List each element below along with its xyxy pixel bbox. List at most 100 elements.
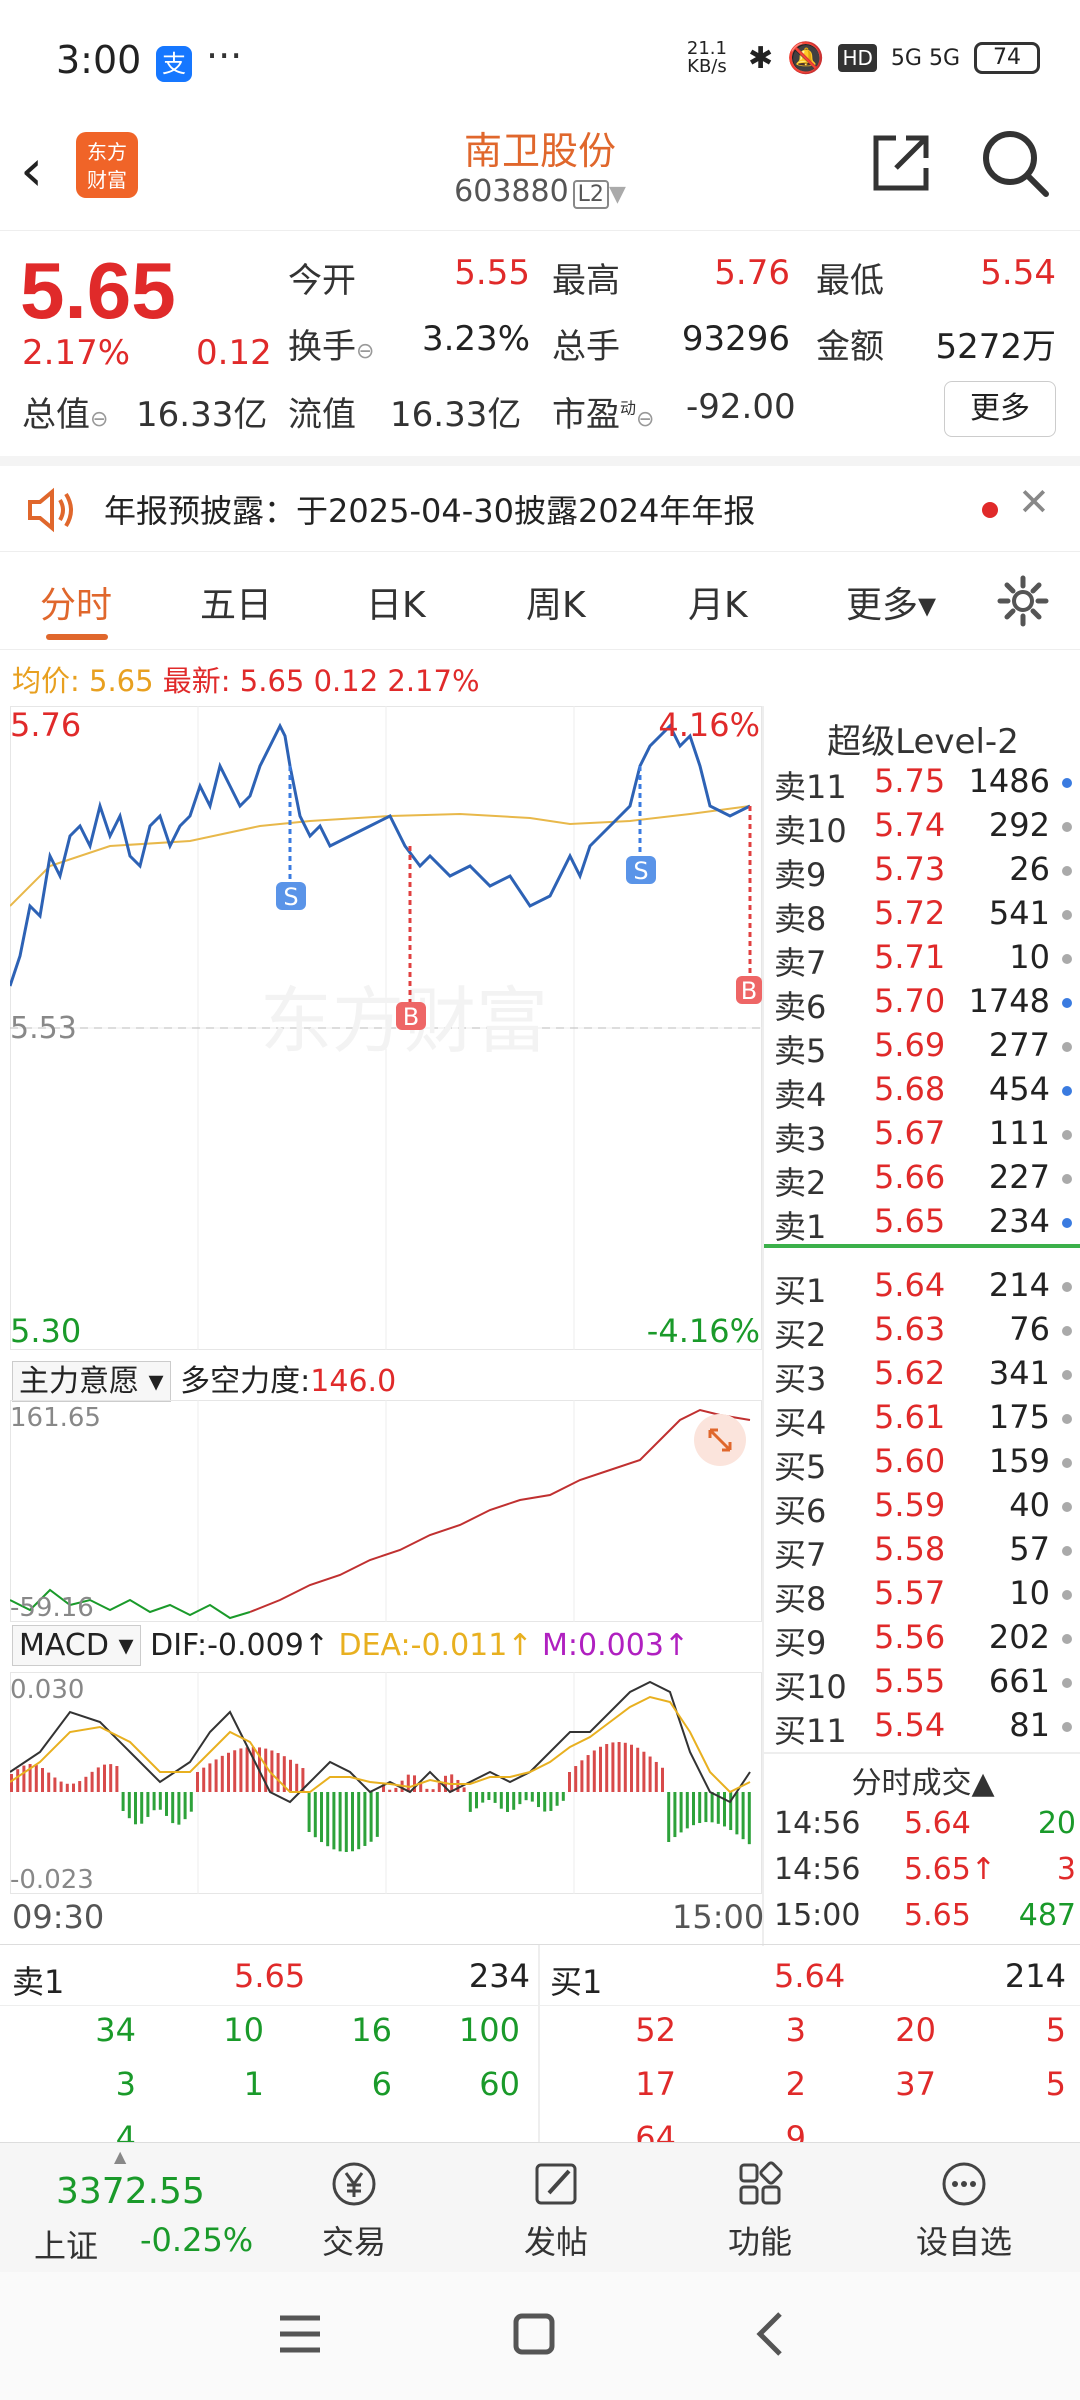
macd-chart[interactable]: 0.030 -0.023: [9, 1671, 763, 1895]
ask-row[interactable]: 卖3 5.67 111: [764, 1114, 1080, 1158]
macd-bar: [165, 1792, 168, 1816]
close-icon[interactable]: ✕: [1018, 480, 1050, 524]
menu-icon[interactable]: [276, 2312, 324, 2356]
pe-label[interactable]: 市盈动⊖: [552, 395, 655, 435]
nav-add-watchlist[interactable]: 设自选: [904, 2157, 1024, 2263]
edit-icon: [535, 2163, 577, 2205]
turnover-label[interactable]: 换手⊖: [288, 327, 375, 367]
ask-row[interactable]: 卖8 5.72 541: [764, 894, 1080, 938]
macd-bar: [530, 1792, 534, 1802]
bid-row[interactable]: 买3 5.62 341: [764, 1354, 1080, 1398]
tab-more[interactable]: 更多▾: [846, 585, 937, 626]
bid-row[interactable]: 买8 5.57 10: [764, 1574, 1080, 1618]
tick-time: 15:00: [774, 1898, 861, 1933]
ask-row[interactable]: 卖9 5.73 26: [764, 850, 1080, 894]
back-button[interactable]: ‹: [20, 136, 44, 204]
more-quote-button[interactable]: 更多: [944, 381, 1056, 437]
dif-line: [9, 1680, 751, 1804]
tab-intraday[interactable]: 分时: [40, 585, 113, 626]
nav-trade[interactable]: 交易: [294, 2157, 414, 2263]
chart-low-pct: -4.16%: [647, 1312, 760, 1350]
order-dot: [1062, 1678, 1072, 1688]
home-icon[interactable]: [512, 2312, 556, 2356]
sub-indicator-chart[interactable]: 161.65 -59.16: [9, 1399, 763, 1623]
macd-bar: [704, 1792, 708, 1823]
dea-line: [9, 1695, 751, 1794]
nav-functions[interactable]: 功能: [700, 2157, 820, 2263]
ask-queue-order: 6: [371, 2065, 392, 2103]
macd-bar: [90, 1771, 94, 1792]
macd-bar: [152, 1792, 156, 1811]
back-nav-icon[interactable]: [752, 2310, 786, 2358]
bid-row[interactable]: 买7 5.58 57: [764, 1530, 1080, 1574]
ask-volume: 454: [988, 1070, 1050, 1108]
depth-ask-label: 卖1: [12, 1963, 65, 2001]
ask-row[interactable]: 卖10 5.74 292: [764, 806, 1080, 850]
macd-bar: [630, 1744, 633, 1792]
macd-header: MACD ▾ DIF:-0.009↑ DEA:-0.011↑ M:0.003↑: [12, 1625, 689, 1666]
bid-row[interactable]: 买2 5.63 76: [764, 1310, 1080, 1354]
chevron-down-icon: ▼: [608, 182, 626, 207]
bid-level-label: 买6: [774, 1492, 827, 1530]
ask-row[interactable]: 卖11 5.75 1486: [764, 762, 1080, 806]
stock-code-row[interactable]: 603880 L2 ▼: [0, 174, 1080, 209]
nav-post[interactable]: 发帖: [496, 2157, 616, 2263]
order-dot: [1062, 1174, 1072, 1184]
bid-row[interactable]: 买5 5.60 159: [764, 1442, 1080, 1486]
bid-row[interactable]: 买4 5.61 175: [764, 1398, 1080, 1442]
yen-icon: [332, 2162, 376, 2206]
order-dot: [1062, 1086, 1072, 1096]
macd-select[interactable]: MACD ▾: [12, 1625, 141, 1666]
macd-bar: [109, 1764, 113, 1792]
tick-trades-header[interactable]: 分时成交▲: [851, 1766, 995, 1801]
tab-daily-k[interactable]: 日K: [366, 585, 426, 626]
bid-row[interactable]: 买9 5.56 202: [764, 1618, 1080, 1662]
status-right: 21.1 KB/s ✱ 🔕 HD 5G 5G 74: [680, 40, 1040, 76]
tab-weekly-k[interactable]: 周K: [526, 585, 586, 626]
stock-name[interactable]: 南卫股份: [463, 129, 616, 173]
macd-bar: [134, 1792, 137, 1825]
order-dot: [1062, 954, 1072, 964]
bid-volume: 57: [1009, 1530, 1050, 1568]
ask-row[interactable]: 卖1 5.65 234: [764, 1202, 1080, 1246]
macd-bar: [419, 1782, 423, 1792]
force-line-pos: [249, 1408, 751, 1613]
ask-row[interactable]: 卖7 5.71 10: [764, 938, 1080, 982]
bid-row[interactable]: 买10 5.55 661: [764, 1662, 1080, 1706]
macd-bar: [716, 1792, 720, 1824]
macd-bar: [10, 1774, 13, 1792]
bid-row[interactable]: 买11 5.54 81: [764, 1706, 1080, 1750]
bid-volume: 202: [988, 1618, 1050, 1656]
ask-row[interactable]: 卖2 5.66 227: [764, 1158, 1080, 1202]
share-button[interactable]: [866, 128, 936, 198]
tab-five-day[interactable]: 五日: [200, 585, 273, 626]
level2-orderbook[interactable]: 超级Level-2 卖11 5.75 1486 卖10 5.74 292 卖9 …: [762, 706, 1080, 1946]
macd-bar: [313, 1792, 317, 1838]
macd-bar: [127, 1792, 131, 1819]
macd-bar: [282, 1756, 286, 1792]
chart-tabs: 分时 五日 日K 周K 月K 更多▾: [0, 552, 1080, 650]
notice-bar[interactable]: 年报预披露：于2025-04-30披露2024年年报 ✕: [0, 456, 1080, 552]
index-ticker[interactable]: ▲ 3372.55 上证 -0.25%: [0, 2143, 253, 2273]
indicator-select[interactable]: 主力意愿 ▾: [12, 1361, 171, 1402]
ask-row[interactable]: 卖4 5.68 454: [764, 1070, 1080, 1114]
macd-max: 0.030: [10, 1675, 84, 1705]
nav-add-watchlist-label: 设自选: [915, 2223, 1012, 2261]
bid-queue-order: 37: [895, 2065, 936, 2103]
ask-row[interactable]: 卖5 5.69 277: [764, 1026, 1080, 1070]
mktcap-value: 16.33亿: [136, 395, 268, 435]
order-dot: [1062, 1414, 1072, 1424]
app-logo: 东方 财富: [76, 132, 138, 198]
bid-row[interactable]: 买1 5.64 214: [764, 1266, 1080, 1310]
settings-gear-icon[interactable]: [996, 574, 1050, 628]
search-button[interactable]: [978, 126, 1052, 200]
macd-dif: DIF:-0.009↑: [150, 1628, 329, 1663]
macd-bar: [96, 1767, 100, 1792]
macd-bar: [413, 1775, 416, 1792]
ask-price: 5.72: [874, 894, 946, 932]
bid-row[interactable]: 买6 5.59 40: [764, 1486, 1080, 1530]
mktcap-label[interactable]: 总值⊖: [22, 395, 109, 435]
ask-row[interactable]: 卖6 5.70 1748: [764, 982, 1080, 1026]
tab-monthly-k[interactable]: 月K: [688, 585, 748, 626]
